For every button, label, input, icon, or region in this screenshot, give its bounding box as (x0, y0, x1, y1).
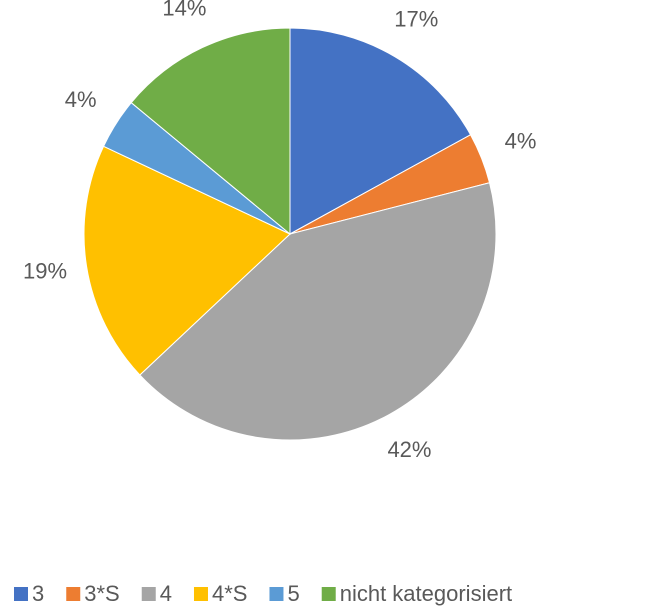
pie-slice (83, 145, 291, 376)
legend-label: 4*S (212, 581, 247, 606)
legend-label: 4 (160, 581, 172, 606)
legend-swatch (193, 587, 208, 601)
legend-label: 5 (287, 581, 299, 606)
data-label: 19% (23, 259, 67, 284)
legend-label: nicht kategorisiert (340, 581, 512, 606)
legend-swatch (14, 587, 28, 601)
legend-swatch (269, 587, 284, 601)
legend-swatch (321, 587, 336, 601)
data-label: 17% (394, 6, 438, 31)
data-label: 14% (162, 0, 206, 20)
pie-slice (139, 182, 497, 441)
data-label: 4% (65, 87, 97, 112)
legend-label: 3 (32, 581, 44, 606)
data-label: 42% (387, 437, 431, 462)
pie-slice (289, 27, 472, 235)
legend-swatch (66, 587, 81, 601)
legend-label: 3*S (84, 581, 119, 606)
pie-slice (130, 27, 291, 236)
legend-swatch (141, 587, 156, 601)
data-label: 4% (505, 129, 537, 154)
